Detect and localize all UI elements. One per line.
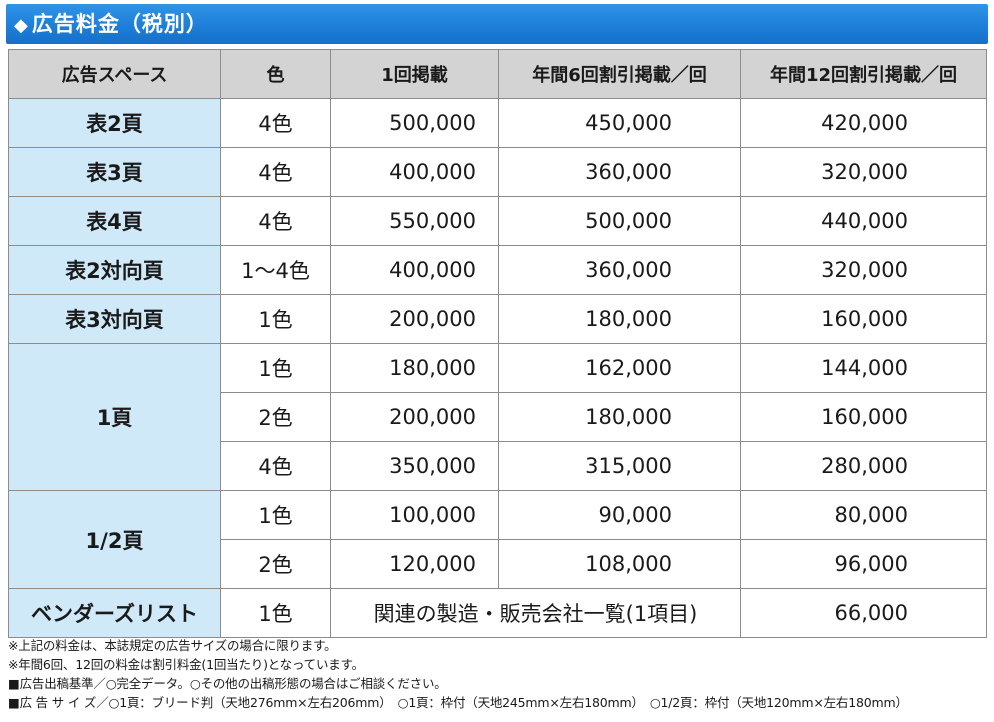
- header-ad-space: 広告スペース: [8, 49, 221, 99]
- price-once-cell: 350,000: [330, 441, 499, 491]
- footnote-line: ※年間6回、12回の料金は割引料金(1回当たり)となっています。: [8, 657, 364, 672]
- header-twelve-times: 年間12回割引掲載／回: [740, 49, 987, 99]
- ad-space-cell: 1/2頁: [8, 490, 221, 589]
- price-six-cell: 108,000: [498, 539, 741, 589]
- table-row: 表3対向頁 1色 200,000 180,000 160,000: [8, 294, 987, 344]
- price-twelve-cell: 144,000: [740, 343, 987, 393]
- table-row: 表2対向頁 1〜4色 400,000 360,000 320,000: [8, 245, 987, 295]
- price-once-cell: 400,000: [330, 147, 499, 197]
- ad-rate-table: 広告スペース 色 1回掲載 年間6回割引掲載／回 年間12回割引掲載／回 表2頁…: [8, 49, 987, 638]
- table-row: 1頁 1色 180,000 162,000 144,000: [8, 343, 987, 491]
- color-cell: 1色: [220, 490, 331, 540]
- ad-space-cell: 表3対向頁: [8, 294, 221, 344]
- table-row: 表3頁 4色 400,000 360,000 320,000: [8, 147, 987, 197]
- price-twelve-cell: 420,000: [740, 98, 987, 148]
- price-once-cell: 180,000: [330, 343, 499, 393]
- price-twelve-cell: 320,000: [740, 245, 987, 295]
- header-color: 色: [220, 49, 331, 99]
- header-once: 1回掲載: [330, 49, 499, 99]
- color-cell: 4色: [220, 196, 331, 246]
- price-six-cell: 180,000: [498, 294, 741, 344]
- ad-space-cell: 表2頁: [8, 98, 221, 148]
- color-cell: 1〜4色: [220, 245, 331, 295]
- ad-space-cell: 表3頁: [8, 147, 221, 197]
- section-title: 広告料金（税別）: [31, 12, 208, 36]
- price-twelve-cell: 320,000: [740, 147, 987, 197]
- color-cell: 1色: [220, 588, 331, 638]
- table-header-row: 広告スペース 色 1回掲載 年間6回割引掲載／回 年間12回割引掲載／回: [8, 49, 987, 99]
- price-twelve-cell: 160,000: [740, 294, 987, 344]
- footnote-line: ※上記の料金は、本誌規定の広告サイズの場合に限ります。: [8, 638, 337, 653]
- price-twelve-cell: 66,000: [740, 588, 987, 638]
- color-cell: 2色: [220, 392, 331, 442]
- header-six-times: 年間6回割引掲載／回: [498, 49, 741, 99]
- price-six-cell: 90,000: [498, 490, 741, 540]
- color-cell: 2色: [220, 539, 331, 589]
- price-six-cell: 360,000: [498, 147, 741, 197]
- ad-space-cell: 表2対向頁: [8, 245, 221, 295]
- price-six-cell: 360,000: [498, 245, 741, 295]
- table-row: 表4頁 4色 550,000 500,000 440,000: [8, 196, 987, 246]
- price-once-cell: 120,000: [330, 539, 499, 589]
- footnote-line: ■広告出稿基準／○完全データ。○その他の出稿形態の場合はご相談ください。: [8, 676, 447, 691]
- footnotes: ※上記の料金は、本誌規定の広告サイズの場合に限ります。 ※年間6回、12回の料金…: [8, 636, 988, 712]
- diamond-icon: ◆: [14, 15, 29, 36]
- vendor-list-note-cell: 関連の製造・販売会社一覧(1項目): [330, 588, 741, 638]
- price-twelve-cell: 96,000: [740, 539, 987, 589]
- color-cell: 4色: [220, 98, 331, 148]
- price-once-cell: 550,000: [330, 196, 499, 246]
- table-row: 表2頁 4色 500,000 450,000 420,000: [8, 98, 987, 148]
- table-row: 2色 120,000 108,000 96,000: [9, 539, 987, 589]
- price-twelve-cell: 280,000: [740, 441, 987, 491]
- price-six-cell: 450,000: [498, 98, 741, 148]
- price-once-cell: 200,000: [330, 392, 499, 442]
- price-once-cell: 400,000: [330, 245, 499, 295]
- ad-space-cell: ベンダーズリスト: [8, 588, 221, 638]
- price-six-cell: 162,000: [498, 343, 741, 393]
- table-row: ベンダーズリスト 1色 関連の製造・販売会社一覧(1項目) 66,000: [8, 588, 987, 638]
- ad-space-cell: 1頁: [8, 343, 221, 491]
- color-cell: 4色: [220, 147, 331, 197]
- price-twelve-cell: 80,000: [740, 490, 987, 540]
- price-twelve-cell: 440,000: [740, 196, 987, 246]
- price-once-cell: 200,000: [330, 294, 499, 344]
- price-six-cell: 500,000: [498, 196, 741, 246]
- price-once-cell: 100,000: [330, 490, 499, 540]
- footnote-line: ■広 告 サ イ ズ／○1頁：ブリード判（天地276mm×左右206mm） ○1…: [8, 695, 908, 710]
- price-six-cell: 315,000: [498, 441, 741, 491]
- table-row: 1/2頁 1色 100,000 90,000 80,000: [8, 490, 987, 589]
- price-six-cell: 180,000: [498, 392, 741, 442]
- ad-space-cell: 表4頁: [8, 196, 221, 246]
- price-once-cell: 500,000: [330, 98, 499, 148]
- color-cell: 1色: [220, 343, 331, 393]
- color-cell: 4色: [220, 441, 331, 491]
- color-cell: 1色: [220, 294, 331, 344]
- section-title-bar: ◆ 広告料金（税別）: [6, 4, 988, 44]
- price-twelve-cell: 160,000: [740, 392, 987, 442]
